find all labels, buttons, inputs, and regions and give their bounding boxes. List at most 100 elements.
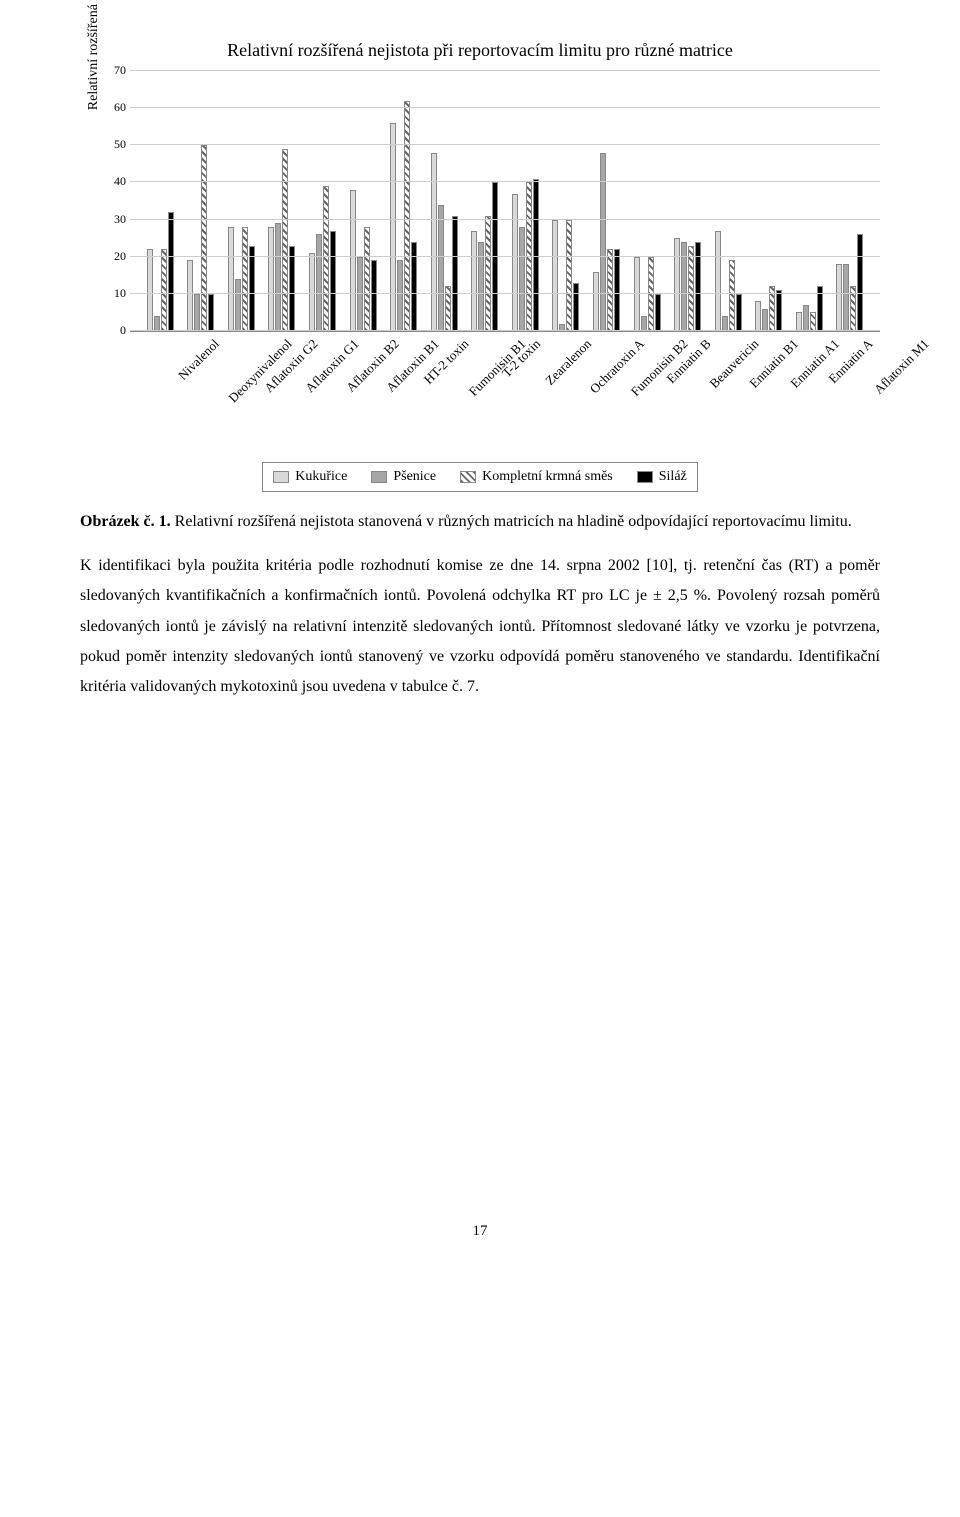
legend-label: Kompletní krmná směs [482, 469, 613, 485]
y-tick-label: 40 [102, 174, 126, 189]
bar [796, 312, 802, 331]
legend-label: Siláž [659, 469, 687, 485]
y-axis-label: Relativní rozšířená nejistota [%] [86, 0, 102, 110]
bar [762, 309, 768, 331]
x-tick-label: Aflatoxin B1 [343, 332, 384, 452]
bar [755, 301, 761, 331]
y-tick-label: 20 [102, 249, 126, 264]
bar [573, 283, 579, 331]
bar [357, 257, 363, 331]
bar [228, 227, 234, 331]
bar [330, 231, 336, 331]
bar [187, 260, 193, 331]
bar-group [708, 231, 749, 331]
bar [289, 246, 295, 331]
y-tick-label: 70 [102, 63, 126, 78]
bar [390, 123, 396, 331]
bar-group [302, 186, 343, 331]
bar [634, 257, 640, 331]
x-tick-label: T-2 toxin [465, 332, 506, 452]
bar [519, 227, 525, 331]
x-tick-label: Ochratoxin A [546, 332, 587, 452]
x-tick-label: Zearalenon [505, 332, 546, 452]
x-tick-label: Aflatoxin B2 [302, 332, 343, 452]
x-tick-label: Fumonisin B2 [586, 332, 627, 452]
bar-group [830, 234, 871, 331]
bar [843, 264, 849, 331]
x-tick-label: Enniatin A [789, 332, 830, 452]
bar-group [343, 190, 384, 331]
bar [512, 194, 518, 331]
bar [242, 227, 248, 331]
bar [316, 234, 322, 331]
page: Relativní rozšířená nejistota při report… [0, 0, 960, 1280]
bar-group [586, 153, 627, 331]
bar [323, 186, 329, 331]
legend-item: Kukuřice [273, 469, 347, 485]
bar [593, 272, 599, 331]
bar-group [262, 149, 303, 331]
bar [614, 249, 620, 331]
bar-group [424, 153, 465, 331]
gridline: 0 [130, 330, 880, 331]
bar [857, 234, 863, 331]
bar [607, 249, 613, 331]
gridline: 10 [130, 293, 880, 294]
bar [655, 294, 661, 331]
gridline: 20 [130, 256, 880, 257]
gridline: 50 [130, 144, 880, 145]
legend-swatch [273, 471, 289, 483]
gridline: 60 [130, 107, 880, 108]
legend-item: Kompletní krmná směs [460, 469, 613, 485]
bar-group [546, 220, 587, 331]
bar [438, 205, 444, 331]
bar [147, 249, 153, 331]
bar [371, 260, 377, 331]
bar [722, 316, 728, 331]
x-tick-label: Fumonisin B1 [424, 332, 465, 452]
x-tick-label: Aflatoxin G2 [221, 332, 262, 452]
legend-label: Pšenice [393, 469, 436, 485]
bar [397, 260, 403, 331]
x-tick-label: Enniatin B1 [708, 332, 749, 452]
x-tick-label: Aflatoxin M1 [830, 332, 871, 452]
bar-group [221, 227, 262, 331]
bar [201, 145, 207, 331]
legend-swatch [371, 471, 387, 483]
bar [168, 212, 174, 331]
bar [471, 231, 477, 331]
bar [526, 182, 532, 331]
bar [161, 249, 167, 331]
gridline: 70 [130, 70, 880, 71]
bar [715, 231, 721, 331]
legend-item: Pšenice [371, 469, 436, 485]
bar-group [383, 101, 424, 331]
figure-caption: Obrázek č. 1. Relativní rozšířená nejist… [80, 512, 880, 533]
y-tick-label: 30 [102, 212, 126, 227]
bar [249, 246, 255, 331]
bar [154, 316, 160, 331]
bar [566, 220, 572, 331]
legend-label: Kukuřice [295, 469, 347, 485]
y-tick-label: 50 [102, 137, 126, 152]
bar [776, 290, 782, 331]
bar [350, 190, 356, 331]
legend: Kukuřice Pšenice Kompletní krmná směs Si… [262, 462, 698, 492]
caption-label: Obrázek č. 1. [80, 513, 171, 530]
page-number: 17 [80, 1223, 880, 1240]
caption-text: Relativní rozšířená nejistota stanovená … [175, 513, 852, 530]
bar [268, 227, 274, 331]
x-tick-label: Deoxynivalenol [181, 332, 222, 452]
bar [194, 294, 200, 331]
legend-item: Siláž [637, 469, 687, 485]
bar-group [465, 182, 506, 331]
bar [688, 246, 694, 331]
gridline: 40 [130, 181, 880, 182]
chart-container: Relativní rozšířená nejistota při report… [80, 40, 880, 492]
bar-group [140, 212, 181, 331]
bar-group [181, 145, 222, 331]
x-tick-label: Nivalenol [140, 332, 181, 452]
bar [552, 220, 558, 331]
bar [431, 153, 437, 331]
bar [836, 264, 842, 331]
